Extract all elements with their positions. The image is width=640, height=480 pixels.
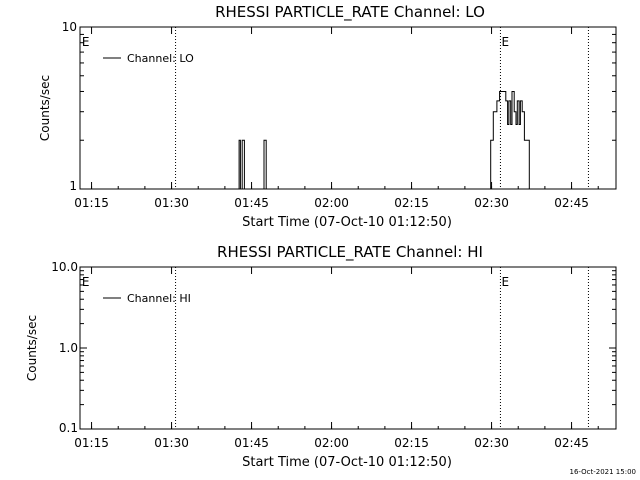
hi-x-tick-label: 01:30 xyxy=(154,436,189,450)
lo-series-group xyxy=(238,91,530,190)
hi-x-ticks: 01:15 01:30 01:45 02:00 02:15 02:30 02:45 xyxy=(74,267,599,450)
lo-x-tick-label: 01:45 xyxy=(234,196,269,210)
hi-event-marker-label: E xyxy=(82,275,90,289)
lo-event-marker-label: E xyxy=(501,35,509,49)
hi-x-tick-label: 02:45 xyxy=(554,436,589,450)
lo-y-tick-label: 10 xyxy=(62,20,77,34)
lo-x-tick-label: 02:00 xyxy=(314,196,349,210)
lo-x-tick-label: 02:45 xyxy=(554,196,589,210)
lo-y-axis-label: Counts/sec xyxy=(38,75,52,141)
hi-chart-title: RHESSI PARTICLE_RATE Channel: HI xyxy=(217,243,483,262)
lo-event-marker-label: E xyxy=(82,35,90,49)
hi-x-tick-label: 02:15 xyxy=(394,436,429,450)
lo-x-axis-label: Start Time (07-Oct-10 01:12:50) xyxy=(242,215,452,230)
lo-chart-title: RHESSI PARTICLE_RATE Channel: LO xyxy=(215,3,485,22)
lo-legend: Channel: LO xyxy=(103,52,194,65)
hi-legend: Channel: HI xyxy=(103,292,191,305)
hi-y-tick-label: 10.0 xyxy=(51,260,78,274)
footer-timestamp: 16-Oct-2021 15:00 xyxy=(570,468,636,476)
lo-channel-panel: RHESSI PARTICLE_RATE Channel: LO Counts/… xyxy=(38,3,617,230)
hi-y-axis-label: Counts/sec xyxy=(25,315,39,381)
lo-x-ticks: 01:15 01:30 01:45 02:00 02:15 02:30 02:45 xyxy=(74,27,599,210)
hi-x-tick-label: 02:00 xyxy=(314,436,349,450)
hi-x-axis-label: Start Time (07-Oct-10 01:12:50) xyxy=(242,455,452,470)
lo-x-tick-label: 01:30 xyxy=(154,196,189,210)
hi-legend-label: Channel: HI xyxy=(127,292,191,305)
lo-x-tick-label: 02:15 xyxy=(394,196,429,210)
hi-y-tick-label: 1.0 xyxy=(59,341,78,355)
hi-event-marker-label: E xyxy=(501,275,509,289)
hi-x-tick-label: 01:45 xyxy=(234,436,269,450)
hi-channel-panel: RHESSI PARTICLE_RATE Channel: HI Counts/… xyxy=(25,243,617,470)
hi-y-tick-label: 0.1 xyxy=(59,421,78,435)
lo-series-line xyxy=(238,91,530,190)
hi-y-minor-ticks xyxy=(80,266,616,430)
lo-x-tick-label: 02:30 xyxy=(474,196,509,210)
lo-y-tick-label: 1 xyxy=(69,179,77,193)
lo-x-tick-label: 01:15 xyxy=(74,196,109,210)
hi-x-tick-label: 01:15 xyxy=(74,436,109,450)
lo-legend-label: Channel: LO xyxy=(127,52,194,65)
hi-x-tick-label: 02:30 xyxy=(474,436,509,450)
lo-y-minor-ticks xyxy=(80,26,616,190)
